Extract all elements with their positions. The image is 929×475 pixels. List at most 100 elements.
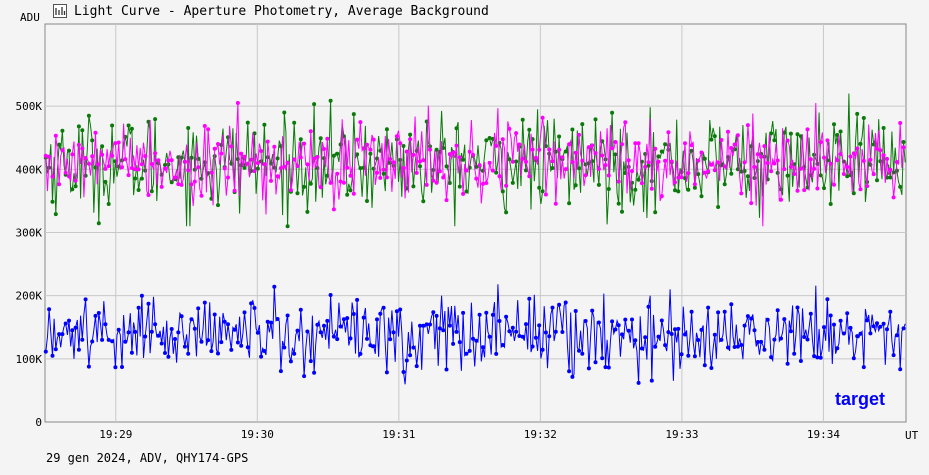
series-1-point — [351, 191, 356, 196]
series-2-point — [477, 312, 482, 317]
series-0-point — [434, 147, 439, 152]
series-1-point — [553, 201, 558, 206]
series-1-point — [133, 167, 138, 172]
series-2-point — [848, 325, 853, 330]
series-2-point — [351, 312, 356, 316]
series-1-point — [832, 182, 836, 187]
series-1-point — [196, 165, 201, 170]
series-2-point — [192, 326, 197, 331]
series-2-point — [242, 310, 247, 315]
series-2-point — [557, 302, 562, 307]
series-2-point — [583, 319, 588, 323]
series-2-point — [606, 365, 611, 370]
series-2-point — [663, 343, 668, 348]
series-1-point — [235, 101, 240, 105]
series-2-point — [875, 321, 879, 326]
series-0-point — [663, 142, 668, 147]
series-1-point — [593, 151, 598, 156]
series-0-point — [656, 154, 661, 159]
series-2-point — [798, 359, 803, 363]
title-bar: Light Curve - Aperture Photometry, Avera… — [0, 0, 929, 24]
series-2-point — [255, 330, 260, 335]
series-1-point — [441, 175, 446, 180]
series-1-point — [418, 159, 422, 164]
series-0-point — [245, 120, 250, 125]
series-2-point — [404, 358, 409, 363]
series-1-point — [53, 133, 58, 138]
series-0-point — [348, 188, 353, 193]
series-0-point — [312, 102, 317, 107]
series-2-point — [96, 311, 101, 315]
series-2-point — [527, 296, 532, 301]
chart-app-icon[interactable] — [53, 4, 67, 18]
series-1-point — [894, 160, 899, 164]
series-1-point — [653, 146, 658, 151]
series-2-point — [63, 321, 68, 326]
series-0-point — [292, 120, 297, 125]
series-0-point — [550, 166, 555, 170]
series-1-point — [454, 143, 459, 148]
series-0-point — [785, 173, 790, 178]
series-2-point — [444, 367, 449, 372]
series-1-point — [182, 159, 187, 164]
series-1-point — [696, 158, 701, 163]
series-2-point — [709, 366, 714, 370]
series-0-point — [408, 132, 413, 137]
series-2-point — [322, 323, 326, 328]
series-1-point — [686, 171, 691, 176]
footer-info: 29 gen 2024, ADV, QHY174-GPS — [46, 451, 249, 465]
series-2-point — [769, 355, 774, 360]
series-2-point — [222, 319, 227, 324]
series-2-point — [517, 334, 522, 338]
series-1-point — [656, 159, 661, 164]
series-1-point — [285, 160, 290, 165]
series-1-point — [86, 161, 91, 166]
series-1-point — [265, 139, 270, 144]
series-1-point — [871, 172, 876, 177]
series-2-point — [186, 351, 191, 356]
series-2-point — [689, 309, 694, 314]
series-1 — [43, 101, 906, 227]
series-2-point — [47, 307, 52, 312]
series-0-point — [851, 191, 856, 196]
series-2-point — [802, 335, 807, 339]
series-2-point — [298, 307, 303, 312]
series-2-point — [666, 330, 671, 335]
series-2-point — [894, 333, 899, 338]
series-2-point — [669, 332, 674, 336]
series-1-point — [507, 126, 512, 131]
series-1-point — [173, 175, 177, 180]
series-2-point — [437, 326, 442, 331]
series-0-point — [788, 131, 793, 136]
series-0-point — [133, 176, 138, 181]
series-2-point — [90, 339, 95, 344]
series-2-point — [288, 359, 293, 364]
series-1-point — [666, 130, 671, 135]
series-0-point — [282, 110, 287, 115]
series-2-point — [504, 314, 509, 319]
series-1-point — [699, 150, 704, 155]
series-0-point — [298, 137, 303, 142]
series-1-point — [812, 166, 817, 171]
series-2-point — [643, 335, 648, 340]
series-0-point — [331, 153, 336, 158]
series-2-point — [785, 361, 790, 366]
series-2-point — [272, 284, 277, 289]
series-2-point — [216, 351, 220, 356]
series-1-point — [494, 143, 499, 148]
series-0-point — [898, 184, 903, 189]
series-0-point — [285, 224, 290, 229]
series-2-point — [745, 314, 750, 319]
series-1-point — [606, 173, 611, 178]
series-1-point — [391, 160, 396, 165]
series-2-point — [129, 350, 134, 355]
series-2-point — [365, 336, 369, 341]
series-0-point — [875, 178, 879, 183]
series-2-point — [639, 346, 644, 351]
series-1-point — [424, 182, 429, 187]
series-1-point — [394, 134, 399, 139]
series-2-point — [302, 374, 307, 379]
series-2-point — [481, 345, 485, 350]
series-0-point — [689, 148, 694, 153]
series-0-point — [702, 156, 707, 161]
